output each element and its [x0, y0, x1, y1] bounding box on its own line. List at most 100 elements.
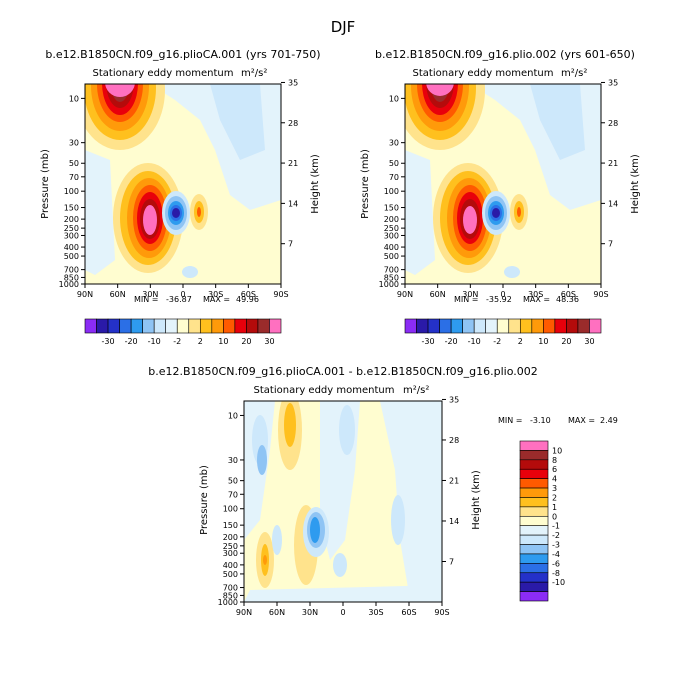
y-tick-label: 400	[223, 561, 238, 570]
negative-region	[380, 401, 442, 600]
negative-contour	[257, 445, 267, 475]
colorbar-swatch	[589, 318, 602, 334]
colorbar-swatch	[130, 318, 143, 334]
colorbar-swatch	[531, 318, 544, 334]
colorbar-label: -20	[125, 337, 138, 346]
y2-tick-label: 14	[288, 199, 298, 208]
y-tick-label: 300	[64, 231, 79, 240]
colorbar-swatch	[519, 553, 549, 564]
colorbar-swatch	[234, 318, 247, 334]
colorbar-swatch	[508, 318, 521, 334]
y2-tick-label: 14	[608, 199, 618, 208]
panel-left-y2label: Height (km)	[310, 154, 321, 214]
negative-min	[172, 208, 180, 218]
colorbar-swatch	[577, 318, 590, 334]
colorbar-swatch	[519, 497, 549, 508]
colorbar-swatch	[416, 318, 429, 334]
colorbar-swatch	[450, 318, 463, 334]
colorbar-label: -20	[445, 337, 458, 346]
colorbar-label: 10	[552, 446, 562, 455]
panel-left-colorbar: -30 -20 -10 -2 2 10 20 30	[84, 318, 282, 346]
positive-contour	[263, 555, 267, 565]
panel-right-colorbar: -30 -20 -10 -2 2 10 20 30	[404, 318, 602, 346]
negative-contour	[310, 517, 320, 543]
x-tick-label: 60S	[241, 290, 256, 299]
y-tick-label: 200	[384, 215, 399, 224]
y-tick-label: 400	[384, 243, 399, 252]
panel-left-min-label: MIN =	[134, 295, 159, 304]
y-tick-label: 200	[64, 215, 79, 224]
colorbar-label: -8	[552, 569, 560, 578]
positive-contour	[517, 207, 521, 217]
colorbar-label: 4	[552, 475, 557, 484]
colorbar-swatch	[519, 544, 549, 555]
negative-contour	[182, 266, 198, 278]
x-tick-label: 30N	[302, 608, 318, 617]
colorbar-swatch	[519, 450, 549, 461]
x-tick-label: 90N	[397, 290, 413, 299]
colorbar-swatch	[427, 318, 440, 334]
colorbar-label: -2	[552, 531, 560, 540]
y-tick-label: 150	[384, 204, 399, 213]
y-tick-label: 30	[228, 456, 238, 465]
colorbar-swatch	[165, 318, 178, 334]
x-tick-label: 60N	[110, 290, 126, 299]
y-tick-label: 50	[228, 477, 238, 486]
panel-difference-y2label: Height (km)	[471, 470, 482, 530]
colorbar-label: 20	[561, 337, 571, 346]
colorbar-label: 2	[198, 337, 203, 346]
colorbar-label: 2	[518, 337, 523, 346]
page-title: DJF	[331, 18, 356, 36]
y2-tick-label: 28	[288, 119, 298, 128]
colorbar-swatch	[199, 318, 213, 334]
y-tick-label: 700	[223, 584, 238, 593]
y2-tick-label: 35	[608, 78, 618, 87]
y-tick-label: 250	[64, 224, 79, 233]
y2-tick-label: 14	[449, 517, 459, 526]
panel-left-title: b.e12.B1850CN.f09_g16.plioCA.001 (yrs 70…	[45, 48, 320, 61]
colorbar-swatch	[176, 318, 190, 334]
colorbar-swatch	[519, 459, 549, 470]
x-tick-label: 60N	[269, 608, 285, 617]
negative-contour	[333, 553, 347, 577]
colorbar-label: -10	[148, 337, 161, 346]
panel-difference: b.e12.B1850CN.f09_g16.plioCA.001 - b.e12…	[148, 365, 618, 617]
y2-tick-label: 35	[449, 395, 459, 404]
y-tick-label: 700	[64, 266, 79, 275]
negative-region	[244, 585, 442, 602]
y-tick-label: 250	[384, 224, 399, 233]
y2-tick-label: 7	[288, 240, 293, 249]
colorbar-swatch	[519, 318, 533, 334]
x-tick-label: 60N	[430, 290, 446, 299]
x-tick-label: 60S	[401, 608, 416, 617]
positive-contour	[197, 207, 201, 217]
y-tick-label: 400	[64, 243, 79, 252]
colorbar-label: -6	[552, 559, 560, 568]
panel-difference-min: -3.10	[530, 416, 551, 425]
panel-left-axes: 1030507010015020025030040050070085010009…	[59, 78, 299, 299]
negative-region	[210, 84, 265, 160]
y-tick-label: 100	[64, 187, 79, 196]
negative-contour	[339, 405, 355, 455]
y-tick-label: 1000	[59, 280, 79, 289]
y-tick-label: 500	[384, 252, 399, 261]
y-tick-label: 100	[384, 187, 399, 196]
colorbar-swatch	[188, 318, 201, 334]
colorbar-swatch	[496, 318, 510, 334]
panel-difference-field	[244, 401, 442, 602]
colorbar-swatch	[519, 534, 549, 545]
panel-right-field	[405, 84, 601, 284]
negative-contour	[272, 525, 282, 555]
colorbar-label: -3	[552, 541, 560, 550]
positive-contour	[284, 403, 296, 447]
y2-tick-label: 21	[449, 476, 459, 485]
y-tick-label: 300	[223, 549, 238, 558]
colorbar-swatch	[211, 318, 224, 334]
colorbar-swatch	[519, 525, 549, 536]
x-tick-label: 90S	[593, 290, 608, 299]
colorbar-swatch	[473, 318, 487, 334]
colorbar-swatch	[519, 440, 549, 451]
colorbar-swatch	[223, 318, 236, 334]
panel-left-min: -36.87	[166, 295, 192, 304]
